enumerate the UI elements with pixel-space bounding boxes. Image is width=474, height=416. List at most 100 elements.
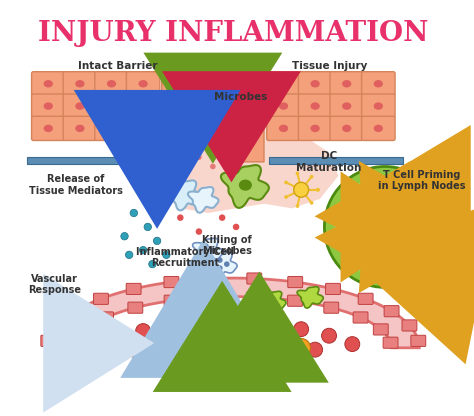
Circle shape [371,252,384,265]
Polygon shape [233,320,257,339]
FancyBboxPatch shape [126,283,141,295]
Ellipse shape [214,105,218,107]
Ellipse shape [232,88,235,92]
Circle shape [144,223,152,230]
Ellipse shape [204,88,208,92]
Ellipse shape [75,125,84,132]
FancyBboxPatch shape [288,295,302,306]
FancyBboxPatch shape [298,94,332,118]
Ellipse shape [233,91,237,93]
FancyBboxPatch shape [402,320,417,331]
Ellipse shape [44,80,53,87]
FancyBboxPatch shape [267,94,300,118]
Polygon shape [167,181,202,210]
Ellipse shape [231,100,235,103]
Circle shape [316,188,320,192]
Ellipse shape [342,125,351,132]
Circle shape [136,324,151,339]
Ellipse shape [202,82,205,86]
FancyBboxPatch shape [247,292,262,303]
Ellipse shape [224,133,227,135]
Circle shape [224,261,229,267]
Circle shape [127,342,141,357]
Circle shape [191,317,206,332]
Circle shape [217,265,223,271]
Circle shape [402,199,408,204]
Circle shape [392,230,396,233]
Ellipse shape [228,88,231,92]
Ellipse shape [210,124,213,126]
Polygon shape [221,165,269,208]
Polygon shape [188,257,219,282]
Circle shape [154,237,161,245]
Ellipse shape [232,93,235,96]
Ellipse shape [75,80,84,87]
Ellipse shape [223,130,226,133]
FancyBboxPatch shape [127,116,160,141]
Ellipse shape [214,79,217,82]
Ellipse shape [204,84,208,87]
Ellipse shape [209,107,212,110]
Polygon shape [47,278,419,348]
Ellipse shape [232,98,235,101]
Circle shape [310,175,313,178]
Ellipse shape [342,102,351,110]
FancyBboxPatch shape [324,302,339,313]
FancyBboxPatch shape [384,306,399,317]
FancyBboxPatch shape [205,273,220,284]
Polygon shape [157,120,338,213]
Circle shape [159,320,174,335]
Circle shape [316,188,320,192]
FancyBboxPatch shape [362,116,395,141]
FancyBboxPatch shape [95,94,128,118]
Text: Inflammatory Cell
Recruitment: Inflammatory Cell Recruitment [136,247,234,268]
Circle shape [196,154,202,160]
Circle shape [284,181,288,184]
Circle shape [353,210,358,215]
Circle shape [205,266,211,272]
FancyBboxPatch shape [411,335,426,347]
Ellipse shape [219,77,223,79]
Text: Release of
Tissue Mediators: Release of Tissue Mediators [29,174,123,196]
Ellipse shape [226,117,228,121]
Circle shape [221,133,223,135]
FancyBboxPatch shape [32,72,65,96]
Ellipse shape [228,114,232,116]
FancyBboxPatch shape [298,72,332,96]
Text: INJURY INFLAMMATION: INJURY INFLAMMATION [38,20,428,47]
FancyBboxPatch shape [99,312,113,323]
Ellipse shape [279,80,288,87]
Circle shape [402,250,408,255]
FancyBboxPatch shape [267,72,300,96]
Ellipse shape [226,110,228,114]
Circle shape [199,262,204,267]
FancyBboxPatch shape [164,277,179,287]
Ellipse shape [228,116,231,119]
Circle shape [296,171,299,175]
FancyBboxPatch shape [353,312,368,323]
Circle shape [217,258,223,263]
Circle shape [294,182,309,197]
Ellipse shape [232,102,235,105]
Circle shape [226,115,228,116]
Polygon shape [297,287,323,308]
FancyBboxPatch shape [63,72,97,96]
Polygon shape [192,238,223,264]
Ellipse shape [44,125,53,132]
Ellipse shape [218,79,221,82]
Circle shape [231,92,232,93]
Polygon shape [137,169,176,203]
Ellipse shape [107,102,116,110]
Ellipse shape [374,102,383,110]
Circle shape [219,332,234,347]
Bar [27,157,166,164]
Circle shape [203,251,209,257]
Ellipse shape [237,98,240,101]
Circle shape [390,227,399,236]
FancyBboxPatch shape [205,292,219,303]
Ellipse shape [219,130,221,133]
Circle shape [383,211,387,215]
FancyBboxPatch shape [63,116,97,141]
Ellipse shape [239,180,252,191]
Ellipse shape [228,111,231,115]
